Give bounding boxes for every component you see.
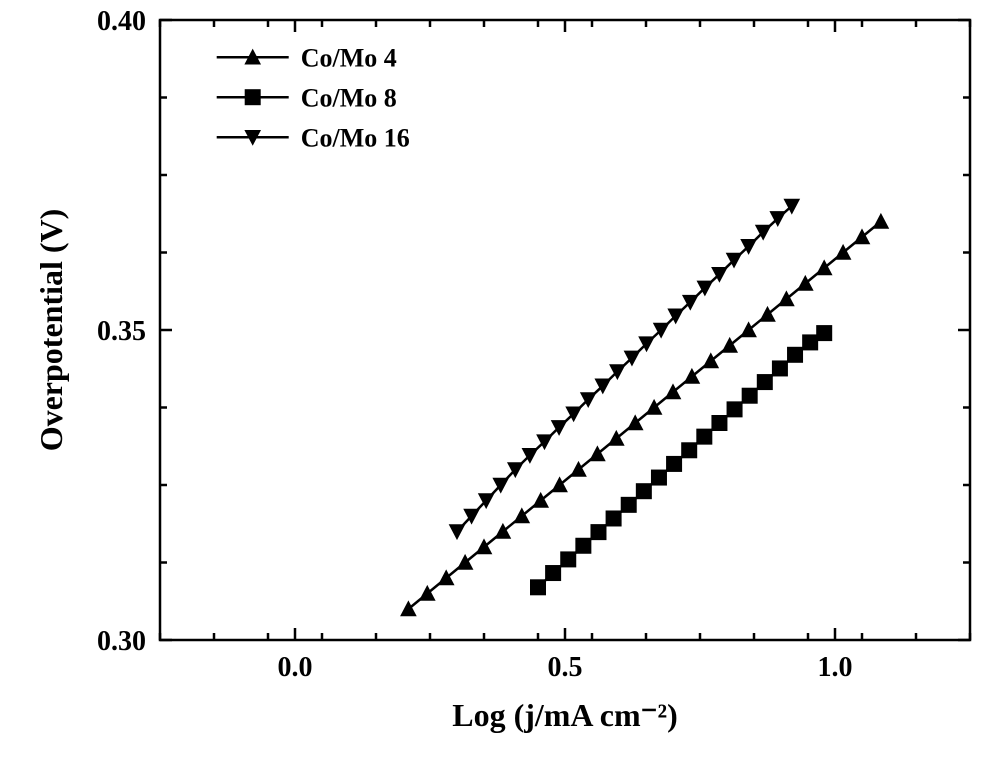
y-tick-label: 0.35 [97, 316, 146, 347]
x-tick-label: 0.5 [548, 652, 583, 683]
y-tick-label: 0.40 [97, 6, 146, 37]
legend-label: Co/Mo 16 [301, 123, 410, 152]
tafel-plot: 0.0 0.5 1.0 0.30 0.35 0.40 Log (j/mA cm⁻²) Over… [0, 0, 1000, 778]
x-tick-label: 1.0 [818, 652, 853, 683]
x-axis-label: Log (j/mA cm⁻²) [452, 697, 678, 733]
legend-label: Co/Mo 4 [301, 43, 397, 72]
y-axis-label: Overpotential (V) [33, 209, 69, 452]
legend-label: Co/Mo 8 [301, 83, 397, 112]
x-tick-label: 0.0 [278, 652, 313, 683]
y-tick-label: 0.30 [97, 626, 146, 657]
chart-svg: 0.0 0.5 1.0 0.30 0.35 0.40 Log (j/mA cm⁻²) Over… [0, 0, 1000, 778]
